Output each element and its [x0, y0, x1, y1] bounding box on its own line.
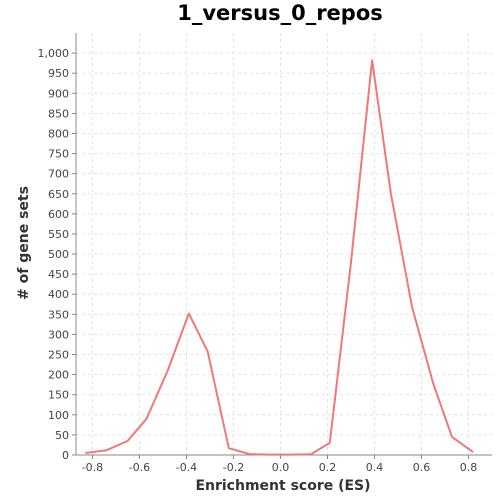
x-tick-label: 0.4: [366, 461, 384, 474]
y-tick-label: 0: [62, 449, 69, 462]
x-tick-label: -0.4: [176, 461, 197, 474]
y-tick-label: 700: [48, 168, 69, 181]
x-tick-label: -0.8: [82, 461, 103, 474]
y-axis-label: # of gene sets: [16, 186, 32, 300]
series-line: [85, 59, 474, 456]
y-tick-label: 500: [48, 248, 69, 261]
x-tick-label: 0.6: [413, 461, 431, 474]
x-tick-label: -0.6: [129, 461, 150, 474]
y-tick-label: 300: [48, 328, 69, 341]
x-tick-label: 0.2: [319, 461, 337, 474]
y-tick-label: 250: [48, 349, 69, 362]
y-tick-label: 150: [48, 389, 69, 402]
y-tick-label: 450: [48, 268, 69, 281]
x-tick-label: -0.2: [223, 461, 244, 474]
y-tick-label: 50: [55, 429, 69, 442]
y-tick-label: 800: [48, 127, 69, 140]
series-layer: [85, 59, 474, 456]
y-tick-label: 550: [48, 228, 69, 241]
y-tick-label: 900: [48, 87, 69, 100]
y-tick-label: 950: [48, 67, 69, 80]
x-tick-label: 0.0: [272, 461, 290, 474]
chart-title: 1_versus_0_repos: [177, 1, 383, 25]
y-tick-label: 350: [48, 308, 69, 321]
y-tick-label: 1,000: [38, 47, 70, 60]
y-tick-label: 100: [48, 409, 69, 422]
x-tick-label: 0.8: [460, 461, 478, 474]
y-tick-label: 650: [48, 188, 69, 201]
y-tick-label: 200: [48, 369, 69, 382]
y-tick-label: 400: [48, 288, 69, 301]
y-tick-label: 850: [48, 107, 69, 120]
axes: 0 50 100 150 200 250 300 350 400 450 500 550 600 650 7…: [38, 33, 492, 474]
y-tick-label: 750: [48, 148, 69, 161]
x-axis-label: Enrichment score (ES): [195, 478, 370, 494]
grid: [76, 33, 492, 456]
y-tick-label: 600: [48, 208, 69, 221]
